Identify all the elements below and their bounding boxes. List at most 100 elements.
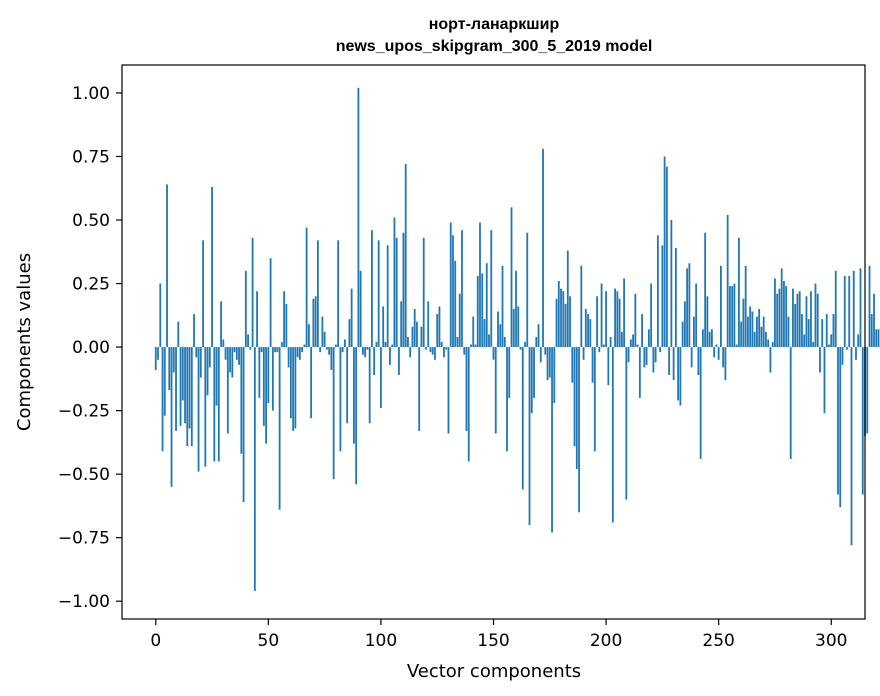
bar (449, 222, 452, 348)
bar (848, 275, 851, 348)
bar (591, 347, 594, 383)
chart-title-line1: норт-ланаркшир (429, 16, 560, 33)
bar (233, 347, 236, 353)
bar (548, 347, 551, 378)
bar (852, 270, 855, 348)
bar (722, 347, 725, 368)
bar (760, 326, 763, 348)
bar (573, 347, 576, 447)
bar (645, 347, 648, 365)
bar (292, 347, 295, 431)
bar (751, 311, 754, 348)
bar (238, 347, 240, 365)
bar (476, 275, 479, 348)
bar (271, 347, 274, 411)
bar (877, 329, 880, 348)
bar (688, 263, 691, 348)
bar (359, 270, 362, 348)
y-axis-label: Components values (14, 253, 35, 431)
bar (638, 347, 641, 398)
bar (778, 288, 781, 348)
bar (537, 324, 540, 348)
bar (323, 331, 326, 348)
bar (407, 336, 409, 348)
bar (812, 342, 815, 348)
bar (654, 347, 657, 363)
bar (470, 344, 472, 348)
bar (510, 207, 513, 348)
bar (704, 232, 707, 348)
bar (389, 347, 391, 365)
bar (188, 347, 191, 429)
y-tick-label: −0.75 (58, 529, 110, 549)
bar (157, 347, 159, 360)
bar (521, 347, 524, 490)
bar (344, 339, 346, 348)
bar (706, 296, 709, 348)
bar (647, 329, 650, 348)
bar (713, 347, 716, 358)
bar (774, 278, 776, 348)
bar (650, 283, 653, 348)
bar (386, 245, 389, 348)
bar (701, 329, 704, 348)
bar (362, 347, 364, 355)
bar (454, 260, 457, 348)
y-axis-ticks: −1.00 −0.75 −0.50 −0.25 0.00 0.25 0.50 0.75 1.00 (58, 84, 122, 612)
bar (287, 347, 290, 368)
bar (166, 184, 168, 348)
bar (803, 334, 806, 348)
bar (816, 293, 819, 348)
y-tick-label: 0.50 (72, 211, 110, 231)
bar (620, 331, 623, 348)
bar (463, 347, 466, 355)
bar (186, 347, 189, 447)
bar (859, 268, 862, 348)
bar (749, 306, 752, 348)
bar (600, 283, 603, 348)
bar (226, 347, 229, 434)
bar (328, 347, 331, 355)
bar (404, 164, 407, 348)
bar (515, 270, 517, 348)
bar (681, 321, 684, 348)
bar (557, 281, 560, 348)
bar (792, 288, 794, 348)
bar (253, 347, 256, 592)
bar (578, 347, 580, 513)
bar (683, 301, 686, 348)
y-tick-label: 0.75 (72, 147, 110, 167)
x-tick-label: 50 (258, 631, 280, 651)
bar (492, 347, 495, 360)
bar (350, 288, 353, 348)
bar (850, 347, 853, 546)
bar (274, 347, 276, 353)
bar (692, 316, 695, 348)
bar (215, 347, 218, 406)
bar (542, 148, 544, 348)
bar (447, 347, 450, 434)
bar (229, 347, 231, 373)
bar (589, 319, 592, 348)
bar (249, 347, 252, 350)
bar (400, 301, 403, 348)
bar (303, 344, 306, 348)
bar (434, 347, 436, 360)
bar (458, 293, 461, 348)
bar (330, 347, 333, 370)
bar (235, 347, 238, 360)
bar (584, 308, 587, 348)
bar (677, 347, 680, 401)
x-tick-label: 300 (815, 631, 847, 651)
bar (485, 263, 488, 348)
bar (733, 283, 736, 348)
y-tick-label: 0.00 (72, 338, 110, 358)
bar (357, 87, 360, 348)
bar (596, 296, 598, 348)
bar (170, 347, 173, 487)
bar (483, 319, 486, 348)
y-tick-label: −1.00 (58, 592, 110, 612)
bar (184, 347, 186, 424)
bar (526, 232, 529, 348)
bar (665, 166, 668, 348)
